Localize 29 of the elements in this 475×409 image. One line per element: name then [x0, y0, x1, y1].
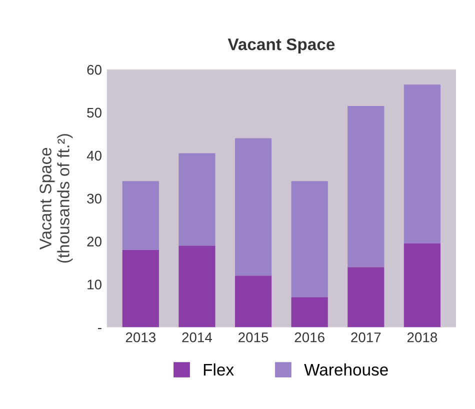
- bar: [348, 267, 384, 328]
- x-tick-label: 2017: [351, 332, 381, 342]
- y-tick-label: 60: [87, 64, 102, 75]
- bar: [122, 181, 159, 250]
- y-tick-label: 10: [88, 280, 102, 290]
- bar: [404, 243, 441, 328]
- bar: [178, 153, 216, 246]
- bar: [234, 276, 272, 328]
- x-tick-label: 2016: [294, 332, 324, 342]
- bar: [291, 181, 328, 298]
- y-tick-label: 50: [87, 108, 102, 118]
- y-tick-label: 20: [87, 236, 102, 246]
- x-tick-label: 2014: [182, 332, 212, 342]
- chart-title: Vacant Space: [228, 38, 335, 54]
- bar: [178, 246, 216, 328]
- bar: [404, 84, 441, 244]
- legend-label: Warehouse: [304, 363, 388, 376]
- y-axis-title: Vacant Space (thousands of ft.²): [40, 134, 73, 263]
- legend-label: Flex: [204, 363, 234, 376]
- y-tick-label: 30: [87, 194, 102, 204]
- bar: [234, 138, 272, 276]
- bar: [122, 250, 159, 328]
- x-tick-label: 2013: [126, 332, 156, 342]
- x-tick-label: 2015: [238, 332, 268, 342]
- bar: [348, 106, 384, 268]
- bar: [291, 297, 328, 328]
- y-tick-label: -: [98, 328, 102, 330]
- y-tick-label: 40: [86, 150, 102, 161]
- x-tick-label: 2018: [407, 332, 438, 342]
